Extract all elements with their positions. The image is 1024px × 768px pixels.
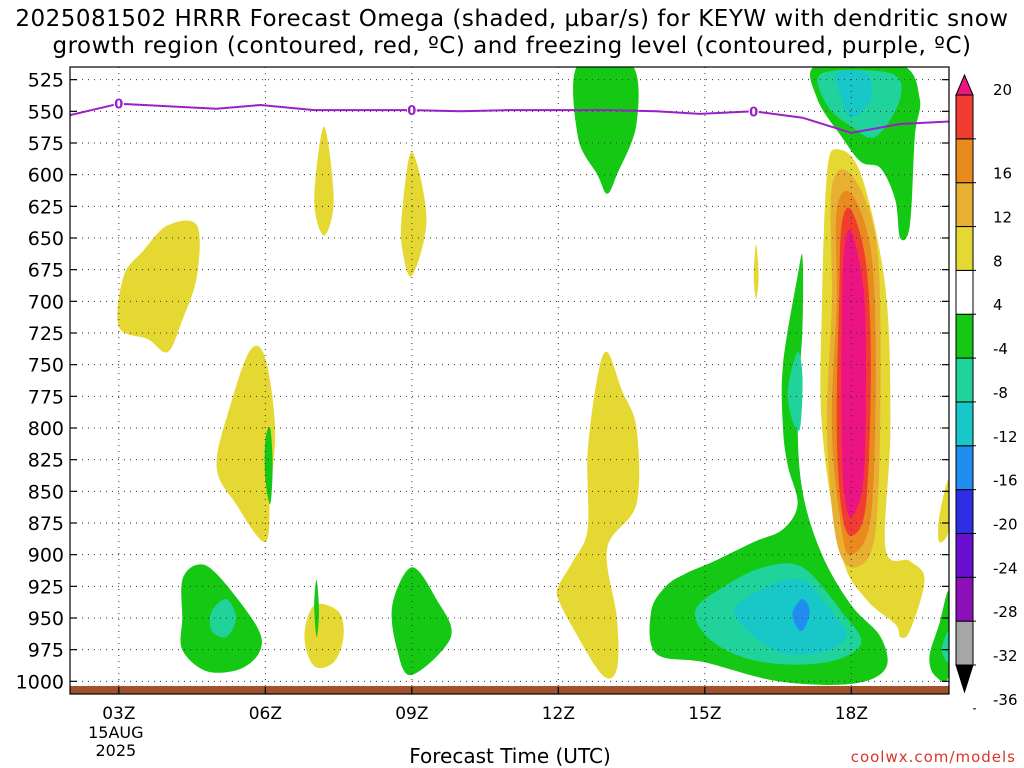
- omega-region: [209, 598, 236, 638]
- y-tick-label: 650: [28, 228, 64, 250]
- omega-region: [117, 220, 200, 353]
- title-line-2: growth region (contoured, red, ºC) and f…: [52, 33, 972, 59]
- y-axis-ticks: 525 550 575 600 625 650 675 700 725 750 775 800 825 8…: [16, 70, 949, 693]
- colorbar-swatch: [955, 620, 974, 666]
- omega-region: [792, 599, 810, 632]
- colorbar-label: -36: [993, 691, 1018, 709]
- colorbar-swatch: [955, 313, 974, 359]
- colorbar-swatch: [955, 138, 974, 184]
- y-tick-label: 825: [28, 450, 64, 472]
- omega-region: [841, 229, 866, 517]
- freezing-label-bg: [113, 95, 124, 111]
- y-tick-label: 750: [28, 355, 64, 377]
- colorbar-swatch: [955, 182, 974, 228]
- ground-bar: [70, 686, 949, 694]
- omega-region: [929, 591, 949, 682]
- colorbar-label: 8: [993, 252, 1003, 270]
- colorbar-label: 20: [993, 81, 1012, 99]
- colorbar-label: -32: [993, 647, 1018, 665]
- colorbar-swatch: [955, 269, 974, 315]
- y-tick-label: 975: [28, 640, 64, 662]
- plot-frame: [69, 66, 950, 695]
- y-tick-label: 900: [28, 545, 64, 567]
- colorbar-arrow-bottom: [955, 664, 974, 694]
- freezing-level-label: 0: [407, 104, 416, 119]
- colorbar-swatch: [955, 489, 974, 534]
- y-tick-label: 600: [28, 165, 64, 187]
- omega-region: [391, 567, 452, 676]
- omega-region: [734, 578, 847, 656]
- colorbar-label: -28: [993, 603, 1018, 621]
- colorbar: 20 16 12 8 4 -4 -8 -12 -16 -20 -24 -28 -32 -36: [955, 73, 1018, 710]
- credit-text: coolwx.com/models: [850, 748, 1016, 766]
- omega-region: [573, 67, 639, 194]
- y-tick-label: 850: [28, 481, 64, 503]
- freezing-level-label: 0: [114, 98, 123, 113]
- omega-region: [938, 478, 949, 543]
- y-tick-label: 625: [28, 196, 64, 218]
- colorbar-label: -16: [993, 472, 1018, 490]
- colorbar-label: 12: [993, 209, 1012, 227]
- omega-region: [787, 351, 803, 432]
- title-line-1: 2025081502 HRRR Forecast Omega (shaded, …: [15, 6, 1009, 32]
- colorbar-label: -8: [993, 384, 1008, 402]
- y-tick-label: 675: [28, 260, 64, 282]
- omega-region: [314, 579, 319, 638]
- omega-region: [753, 244, 759, 299]
- x-tick-label: 06Z: [249, 704, 282, 724]
- colorbar-swatch: [955, 401, 974, 447]
- x-tick-label: 12Z: [542, 704, 575, 724]
- y-tick-label: 725: [28, 323, 64, 345]
- y-tick-label: 950: [28, 608, 64, 630]
- omega-region: [835, 70, 872, 118]
- x-axis-label: Forecast Time (UTC): [409, 744, 611, 768]
- colorbar-label: -24: [993, 559, 1018, 577]
- omega-region: [941, 630, 949, 663]
- colorbar-label: -4: [993, 340, 1008, 358]
- y-tick-label: 575: [28, 133, 64, 155]
- x-tick-sublabel: 2025: [95, 741, 136, 760]
- colorbar-swatch: [955, 226, 974, 271]
- omega-region: [400, 151, 427, 277]
- colorbar-swatch: [955, 357, 974, 403]
- chart-title: 2025081502 HRRR Forecast Omega (shaded, …: [0, 6, 1024, 60]
- colorbar-swatch: [955, 576, 974, 622]
- freezing-level-label: 0: [749, 105, 758, 120]
- omega-region: [264, 426, 273, 505]
- x-tick-label: 03Z: [102, 704, 135, 724]
- omega-region: [304, 603, 344, 669]
- freezing-label-bg: [406, 102, 417, 118]
- freezing-label-bg: [748, 103, 759, 119]
- x-tick-sublabel: 15AUG: [88, 723, 143, 742]
- colorbar-swatch: [955, 445, 974, 491]
- freezing-level-line: [70, 102, 949, 134]
- y-tick-label: 775: [28, 386, 64, 408]
- y-tick-label: 800: [28, 418, 64, 440]
- freezing-level-contour: 0 0 0: [70, 95, 949, 134]
- y-tick-label: 925: [28, 576, 64, 598]
- colorbar-arrow-top: [955, 73, 974, 96]
- colorbar-swatch: [955, 532, 974, 578]
- x-tick-label: 09Z: [395, 704, 428, 724]
- omega-region: [216, 345, 276, 543]
- colorbar-label: -20: [993, 515, 1018, 533]
- colorbar-label: 16: [993, 165, 1012, 183]
- y-tick-label: 875: [28, 513, 64, 535]
- colorbar-label: -12: [993, 428, 1018, 446]
- omega-region: [314, 126, 334, 236]
- x-tick-label: 15Z: [688, 704, 721, 724]
- y-tick-label: 700: [28, 291, 64, 313]
- omega-region: [649, 253, 888, 685]
- grid-lines: [70, 67, 949, 694]
- omega-region: [556, 351, 640, 679]
- colorbar-swatch: [955, 94, 974, 140]
- y-tick-label: 1000: [16, 671, 64, 693]
- colorbar-label: 4: [993, 296, 1003, 314]
- omega-shading: [117, 67, 949, 685]
- x-tick-label: 18Z: [835, 704, 868, 724]
- y-tick-label: 525: [28, 70, 64, 92]
- y-tick-label: 550: [28, 101, 64, 123]
